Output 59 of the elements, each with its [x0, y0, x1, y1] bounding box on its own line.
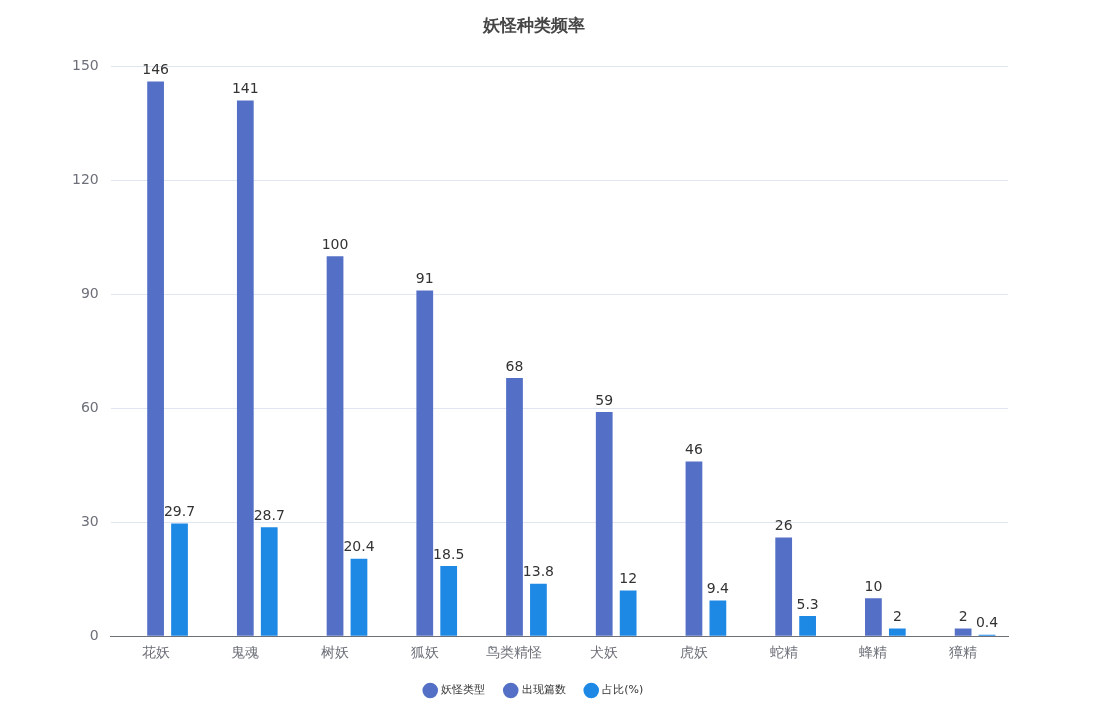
chart-title: 妖怪种类频率 [482, 14, 585, 35]
bar [709, 600, 727, 636]
y-tick-label: 150 [71, 57, 99, 74]
bar [595, 412, 613, 636]
bar [326, 256, 344, 636]
bar [775, 537, 793, 636]
data-label: 2 [958, 608, 968, 625]
bar [530, 583, 547, 636]
legend-label: 妖怪类型 [441, 683, 486, 697]
data-label: 12 [619, 570, 638, 587]
data-label: 46 [685, 441, 703, 458]
data-label: 91 [415, 270, 434, 287]
bar [888, 628, 906, 636]
bar [685, 461, 703, 636]
data-label: 68 [505, 357, 524, 374]
bar [506, 377, 523, 636]
y-tick-label: 60 [80, 398, 99, 415]
y-tick-label: 120 [71, 171, 99, 187]
bar [260, 527, 278, 636]
bar [440, 565, 458, 636]
bar [147, 81, 164, 636]
data-label: 0.4 [975, 614, 999, 631]
data-label: 9.4 [706, 580, 730, 597]
x-tick-label: 虎妖 [679, 644, 708, 661]
bar [954, 628, 972, 636]
x-tick-label: 獐精 [949, 644, 978, 661]
data-label: 28.7 [253, 506, 285, 523]
data-label: 146 [142, 61, 170, 78]
y-tick-label: 0 [89, 626, 99, 643]
data-label: 13.8 [522, 563, 555, 580]
bar [350, 558, 368, 636]
data-label: 5.3 [796, 595, 819, 612]
data-label: 18.5 [433, 545, 465, 562]
data-label: 2 [892, 608, 902, 625]
x-tick-label: 鸟类精怪 [486, 644, 543, 661]
data-label: 141 [231, 80, 259, 97]
y-tick-label: 90 [80, 284, 99, 301]
data-label: 29.7 [163, 503, 196, 520]
x-tick-label: 蛇精 [769, 644, 798, 661]
x-tick-label: 花妖 [141, 644, 170, 661]
bar [236, 100, 254, 636]
legend-label: 出现篇数 [521, 683, 566, 697]
data-label: 100 [321, 235, 349, 252]
x-tick-label: 鬼魂 [231, 644, 260, 661]
bar [171, 523, 188, 636]
bar [416, 290, 434, 636]
data-label: 59 [595, 391, 614, 408]
x-tick-label: 犬妖 [590, 644, 619, 661]
x-tick-label: 狐妖 [410, 644, 439, 661]
x-tick-label: 蜂精 [859, 644, 888, 661]
x-tick-label: 树妖 [321, 644, 350, 661]
legend-label: 占比(%) [602, 683, 644, 697]
data-label: 10 [864, 577, 883, 594]
y-tick-label: 30 [80, 512, 99, 529]
bar [619, 590, 637, 636]
data-label: 26 [774, 517, 793, 534]
bar [799, 616, 816, 636]
data-label: 20.4 [343, 538, 375, 555]
bar [865, 598, 882, 636]
